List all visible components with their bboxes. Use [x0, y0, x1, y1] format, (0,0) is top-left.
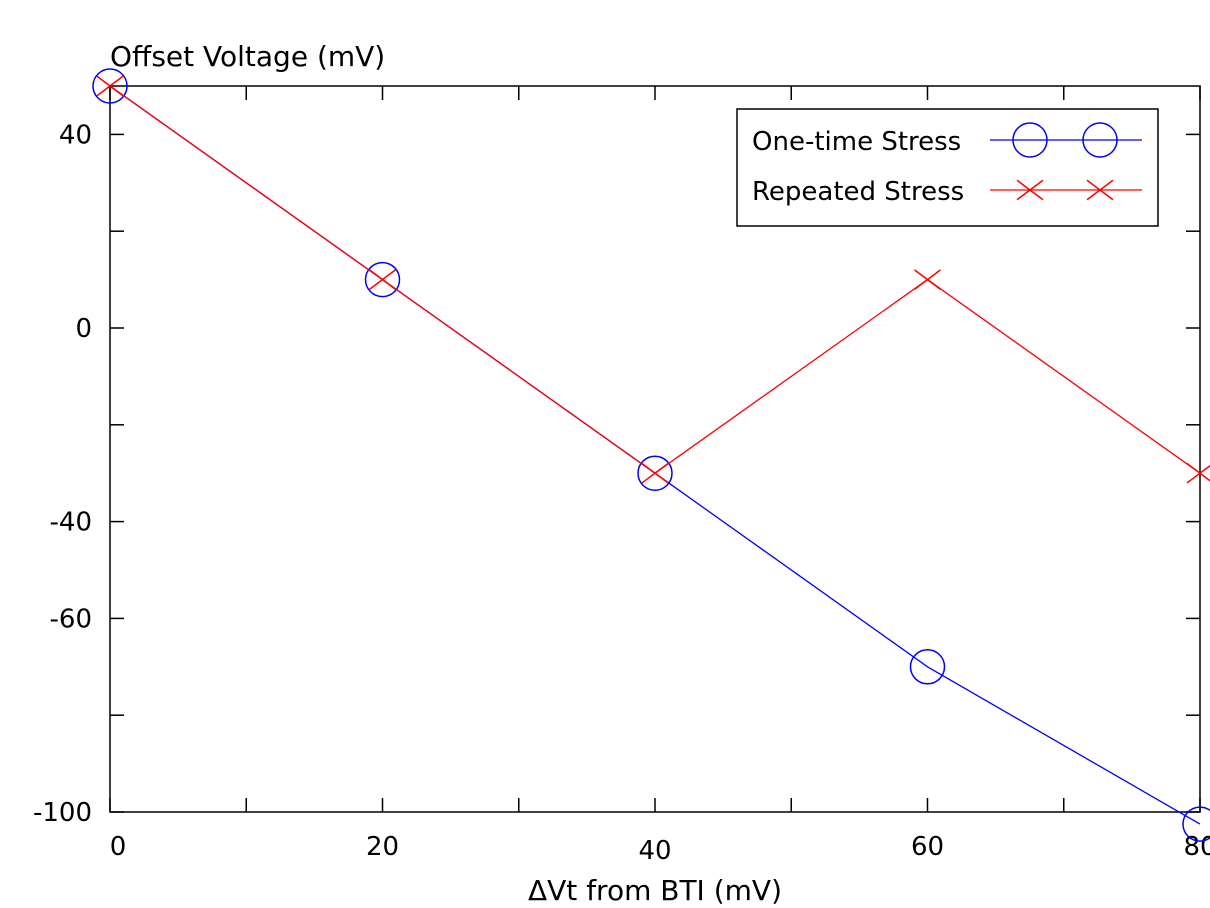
- data-point-circle: [909, 649, 946, 685]
- data-point-x: [641, 462, 669, 484]
- data-point-x: [1186, 462, 1210, 484]
- legend-entry: Repeated Stress: [752, 177, 1142, 207]
- y-axis-title: Offset Voltage (mV): [110, 40, 385, 73]
- x-marker-stroke: [1186, 464, 1210, 484]
- legend-marker-x: [1016, 179, 1044, 201]
- x-tick-label: 60: [911, 832, 944, 862]
- x-marker-stroke: [369, 269, 396, 290]
- x-marker-stroke: [1016, 179, 1044, 201]
- data-point-x: [96, 75, 124, 97]
- y-tick-label: -40: [50, 508, 92, 538]
- legend-entry: One-time Stress: [752, 122, 1142, 158]
- y-tick-label: -60: [50, 604, 92, 634]
- legend-label: One-time Stress: [752, 127, 961, 157]
- x-tick-label: 20: [366, 832, 399, 862]
- data-point-circle: [637, 455, 673, 491]
- y-tick-label: 40: [59, 120, 92, 150]
- x-tick-label: 40: [638, 836, 671, 866]
- data-point-circle: [92, 68, 128, 104]
- data-series: [92, 68, 1210, 842]
- legend: One-time Stress Repeated Stress: [736, 108, 1159, 227]
- data-point-x: [914, 269, 941, 290]
- legend-label: Repeated Stress: [752, 177, 964, 207]
- x-marker-stroke: [1086, 179, 1114, 201]
- legend-marker-circle: [1082, 122, 1118, 158]
- y-tick-label: 0: [75, 314, 92, 344]
- x-marker-stroke: [641, 462, 669, 484]
- legend-marker-x: [1086, 179, 1114, 201]
- x-marker-stroke: [914, 269, 941, 290]
- data-point-x: [369, 269, 396, 290]
- tick-marks: [109, 86, 1201, 813]
- y-tick-label: -100: [33, 798, 92, 828]
- legend-marker-circle: [1012, 122, 1048, 158]
- x-axis-title: ΔVt from BTI (mV): [528, 874, 782, 907]
- x-tick-label: 0: [110, 832, 127, 862]
- x-marker-stroke: [96, 75, 124, 97]
- data-point-circle: [364, 261, 401, 298]
- data-point-circle: [1182, 806, 1210, 842]
- series-repeated-stress: [96, 75, 1210, 484]
